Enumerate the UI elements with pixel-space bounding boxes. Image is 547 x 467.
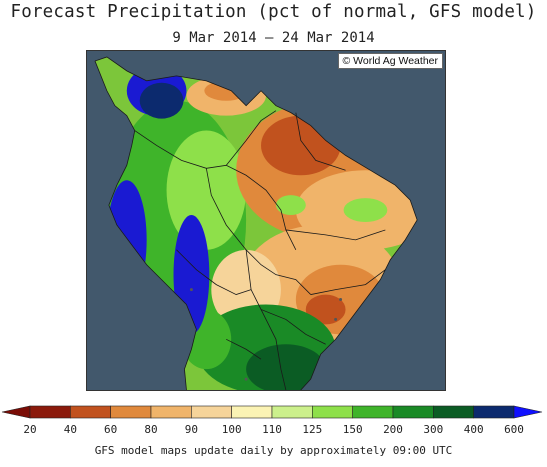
scale-tick-label: 90 [184, 423, 198, 436]
scale-tick-label: 20 [23, 423, 37, 436]
scale-high-arrow [513, 405, 543, 419]
color-scale-bar [1, 405, 543, 419]
scale-swatch [352, 405, 394, 419]
scale-tick-label: 600 [504, 423, 524, 436]
scale-tick-label: 125 [302, 423, 323, 436]
map-svg [87, 51, 445, 390]
scale-tick-label: 110 [262, 423, 282, 436]
copyright-label: © World Ag Weather [337, 53, 443, 69]
scale-tick-label: 150 [342, 423, 363, 436]
scale-tick-label: 40 [63, 423, 77, 436]
scale-tick-label: 100 [221, 423, 242, 436]
country-borders [94, 56, 418, 390]
scale-low-arrow [1, 405, 31, 419]
scale-swatch [392, 405, 434, 419]
scale-swatch [271, 405, 313, 419]
scale-tick-label: 80 [144, 423, 158, 436]
scale-tick-label: 300 [423, 423, 444, 436]
scale-tick-label: 200 [383, 423, 403, 436]
city-markers [189, 288, 343, 381]
scale-swatch [29, 405, 71, 419]
scale-swatch [110, 405, 152, 419]
map-title: Forecast Precipitation (pct of normal, G… [10, 2, 537, 22]
scale-swatch [433, 405, 474, 419]
scale-swatch [312, 405, 353, 419]
scale-tick-label: 400 [463, 423, 484, 436]
scale-swatch [191, 405, 232, 419]
date-range-subtitle: 9 Mar 2014 – 24 Mar 2014 [172, 30, 375, 46]
scale-swatch [70, 405, 111, 419]
scale-tick-label: 60 [104, 423, 118, 436]
scale-swatch [473, 405, 515, 419]
scale-swatch [231, 405, 273, 419]
update-note: GFS model maps update daily by approxima… [94, 444, 453, 457]
scale-swatch [150, 405, 192, 419]
precipitation-map: © World Ag Weather [86, 50, 446, 391]
